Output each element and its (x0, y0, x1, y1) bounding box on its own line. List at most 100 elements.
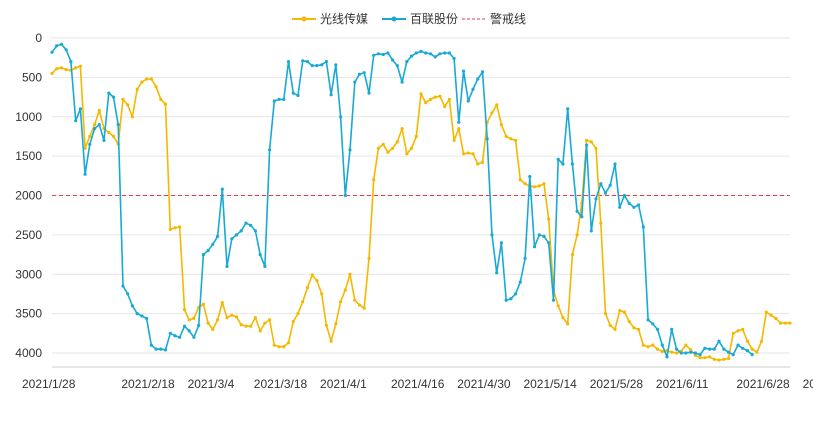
data-point[interactable] (381, 142, 385, 146)
data-point[interactable] (561, 162, 565, 166)
data-point[interactable] (107, 91, 111, 95)
data-point[interactable] (750, 353, 754, 357)
data-point[interactable] (755, 350, 759, 354)
data-point[interactable] (585, 138, 589, 142)
data-point[interactable] (556, 304, 560, 308)
data-point[interactable] (750, 347, 754, 351)
data-point[interactable] (310, 64, 314, 68)
data-point[interactable] (88, 134, 92, 138)
data-point[interactable] (660, 343, 664, 347)
data-point[interactable] (424, 101, 428, 105)
data-point[interactable] (78, 64, 82, 68)
data-point[interactable] (712, 357, 716, 361)
data-point[interactable] (726, 350, 731, 354)
data-point[interactable] (457, 120, 461, 124)
data-point[interactable] (660, 349, 664, 353)
data-point[interactable] (272, 343, 276, 347)
data-point[interactable] (225, 316, 229, 320)
data-point[interactable] (50, 71, 54, 75)
data-point[interactable] (684, 343, 688, 347)
data-point[interactable] (499, 123, 503, 127)
data-point[interactable] (121, 97, 125, 101)
data-point[interactable] (741, 327, 745, 331)
data-point[interactable] (471, 152, 475, 156)
data-point[interactable] (286, 341, 291, 345)
data-point[interactable] (622, 193, 627, 198)
data-point[interactable] (178, 335, 182, 339)
data-point[interactable] (149, 77, 153, 81)
data-point[interactable] (731, 331, 735, 335)
data-point[interactable] (253, 316, 257, 320)
data-point[interactable] (424, 51, 428, 55)
data-point[interactable] (433, 55, 437, 59)
data-point[interactable] (381, 52, 385, 57)
legend-item-warning[interactable]: 警戒线 (462, 11, 526, 26)
data-point[interactable] (428, 97, 433, 101)
data-point[interactable] (760, 339, 764, 343)
data-point[interactable] (490, 233, 494, 237)
data-point[interactable] (296, 312, 300, 316)
data-point[interactable] (613, 162, 617, 166)
data-point[interactable] (409, 146, 414, 150)
data-point[interactable] (561, 316, 565, 320)
data-point[interactable] (206, 321, 210, 325)
data-point[interactable] (514, 292, 518, 296)
data-point[interactable] (111, 95, 116, 99)
data-point[interactable] (234, 315, 239, 319)
data-point[interactable] (372, 53, 376, 57)
data-point[interactable] (717, 339, 721, 343)
data-point[interactable] (674, 351, 679, 355)
data-point[interactable] (140, 314, 144, 318)
data-point[interactable] (783, 321, 787, 325)
legend-item-guangxian[interactable]: 光线传媒 (292, 11, 368, 26)
data-point[interactable] (646, 318, 650, 322)
data-point[interactable] (504, 134, 508, 138)
data-point[interactable] (334, 63, 338, 67)
data-point[interactable] (651, 343, 655, 347)
data-point[interactable] (168, 227, 172, 231)
data-point[interactable] (187, 329, 191, 333)
data-point[interactable] (736, 329, 740, 333)
data-point[interactable] (334, 322, 338, 326)
data-point[interactable] (698, 356, 702, 360)
data-point[interactable] (419, 49, 423, 54)
data-point[interactable] (476, 162, 480, 166)
data-point[interactable] (585, 143, 589, 147)
data-point[interactable] (301, 300, 305, 304)
data-point[interactable] (433, 95, 437, 99)
data-point[interactable] (627, 319, 631, 324)
data-point[interactable] (258, 253, 262, 257)
data-point[interactable] (655, 347, 660, 351)
data-point[interactable] (632, 326, 636, 330)
data-point[interactable] (665, 355, 669, 359)
data-point[interactable] (542, 234, 546, 238)
data-point[interactable] (159, 347, 163, 351)
data-point[interactable] (400, 127, 404, 131)
data-point[interactable] (244, 324, 248, 328)
data-point[interactable] (282, 97, 286, 101)
data-point[interactable] (159, 97, 163, 101)
data-point[interactable] (74, 66, 78, 70)
data-point[interactable] (708, 347, 712, 351)
data-point[interactable] (126, 292, 130, 296)
data-point[interactable] (514, 138, 518, 142)
data-point[interactable] (329, 93, 333, 97)
data-point[interactable] (480, 160, 485, 164)
data-point[interactable] (201, 253, 205, 257)
data-point[interactable] (419, 92, 423, 96)
data-point[interactable] (599, 182, 603, 186)
data-point[interactable] (310, 273, 314, 277)
data-point[interactable] (447, 97, 451, 101)
data-point[interactable] (192, 316, 196, 320)
data-point[interactable] (703, 356, 707, 360)
data-point[interactable] (679, 351, 683, 355)
data-point[interactable] (263, 321, 267, 325)
data-point[interactable] (428, 52, 433, 56)
data-point[interactable] (523, 182, 527, 186)
legend-item-bailian[interactable]: 百联股份 (382, 12, 458, 26)
data-point[interactable] (173, 334, 177, 338)
data-point[interactable] (409, 54, 414, 58)
data-point[interactable] (343, 288, 347, 292)
data-point[interactable] (282, 345, 286, 349)
data-point[interactable] (391, 146, 395, 150)
